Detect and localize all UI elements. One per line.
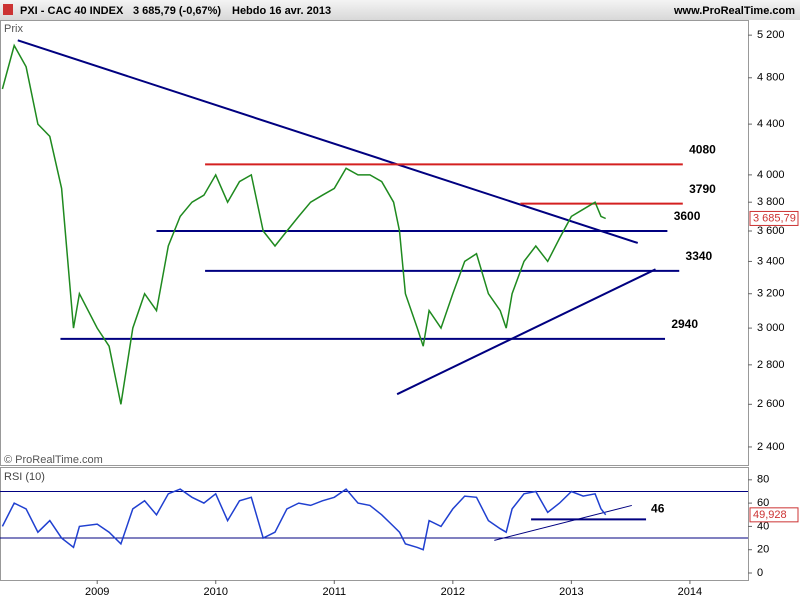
trendline: [396, 268, 656, 396]
y-tick-label: 3 800: [757, 196, 785, 208]
period: Hebdo 16 avr. 2013: [232, 5, 331, 17]
level-label: 4080: [689, 143, 716, 157]
y-tick-label: 0: [757, 567, 763, 579]
level-label: 46: [651, 502, 665, 516]
quote: 3 685,79 (-0,67%): [133, 5, 221, 17]
x-tick-label: 2009: [85, 586, 109, 598]
level-label: 3600: [674, 209, 701, 223]
y-tick-label: 3 400: [757, 255, 785, 267]
x-tick-label: 2014: [678, 586, 702, 598]
price-label: Prix: [4, 23, 23, 35]
x-tick-label: 2010: [204, 586, 228, 598]
y-tick-label: 60: [757, 497, 769, 509]
y-tick-label: 40: [757, 520, 769, 532]
x-tick-label: 2012: [441, 586, 465, 598]
rsi-label: RSI (10): [4, 471, 45, 483]
series-line: [1, 43, 607, 405]
y-tick-label: 5 200: [757, 29, 785, 41]
y-tick-label: 2 400: [757, 441, 785, 453]
y-tick-label: 4 000: [757, 169, 785, 181]
level-label: 3340: [686, 249, 713, 263]
x-tick-label: 2013: [559, 586, 583, 598]
last-value-label: 3 685,79: [753, 212, 796, 224]
y-tick-label: 3 000: [757, 322, 785, 334]
y-tick-label: 2 600: [757, 398, 785, 410]
trendline: [17, 39, 639, 244]
level-label: 2940: [671, 317, 698, 331]
header-bar: [0, 0, 800, 20]
y-tick-label: 4 800: [757, 72, 785, 84]
y-tick-label: 3 200: [757, 288, 785, 300]
y-tick-label: 3 600: [757, 225, 785, 237]
watermark: © ProRealTime.com: [4, 454, 103, 466]
y-tick-label: 80: [757, 474, 769, 486]
price-frame: [0, 20, 749, 466]
header-icon: [3, 4, 13, 15]
y-tick-label: 20: [757, 544, 769, 556]
x-tick-label: 2011: [322, 586, 346, 598]
trendline: [494, 504, 632, 541]
symbol: PXI - CAC 40 INDEX: [20, 5, 124, 17]
level-label: 3790: [689, 182, 716, 196]
series-line: [1, 488, 607, 551]
last-value-label: 49,928: [753, 509, 787, 521]
last-value-box: [749, 507, 799, 523]
y-tick-label: 2 800: [757, 359, 785, 371]
rsi-frame: [0, 467, 749, 581]
site: www.ProRealTime.com: [673, 5, 795, 17]
y-tick-label: 4 400: [757, 118, 785, 130]
last-value-box: [749, 210, 799, 226]
